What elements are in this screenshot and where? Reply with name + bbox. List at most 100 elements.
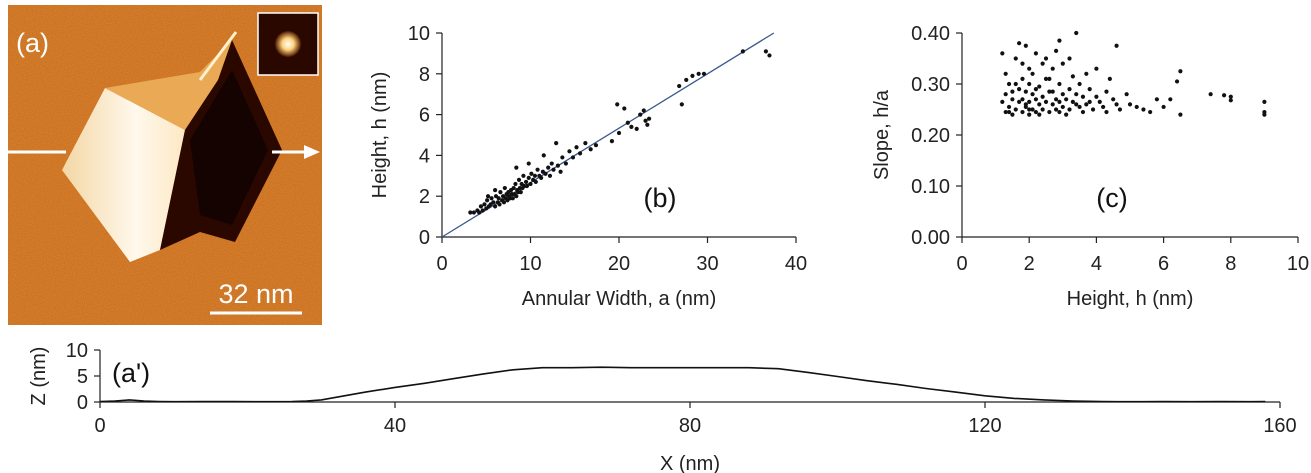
x-tick-label: 40 xyxy=(785,253,807,275)
data-point xyxy=(1084,102,1089,107)
data-point xyxy=(485,194,491,199)
data-point xyxy=(493,187,498,193)
data-point xyxy=(1037,102,1042,107)
data-point xyxy=(1087,87,1092,92)
data-point xyxy=(646,116,652,121)
data-point xyxy=(543,171,548,176)
data-point xyxy=(1033,87,1039,92)
data-point xyxy=(501,200,507,205)
data-point xyxy=(1067,56,1072,61)
y-tick-label: 0 xyxy=(77,392,88,414)
data-point xyxy=(1013,56,1018,61)
data-point xyxy=(1020,97,1025,102)
data-point xyxy=(1067,87,1072,92)
data-point xyxy=(1060,92,1065,97)
data-point xyxy=(677,83,682,89)
data-point xyxy=(477,210,482,215)
y-tick-label: 0.10 xyxy=(911,176,950,198)
data-point xyxy=(1017,41,1022,46)
data-point xyxy=(496,196,501,201)
y-tick-label: 8 xyxy=(419,64,430,86)
data-point xyxy=(1040,94,1045,99)
data-point xyxy=(570,155,576,160)
x-tick-label: 0 xyxy=(956,253,967,275)
data-point xyxy=(1047,76,1052,81)
data-point xyxy=(1017,87,1022,92)
data-point xyxy=(524,183,530,189)
data-point xyxy=(1033,109,1039,115)
panel-label: (a') xyxy=(112,358,150,388)
data-point xyxy=(560,155,565,160)
data-point xyxy=(1033,51,1039,56)
data-point xyxy=(684,77,689,83)
data-point xyxy=(1050,66,1055,71)
x-tick-label: 6 xyxy=(1158,253,1169,275)
data-point xyxy=(1023,89,1028,94)
x-tick-label: 40 xyxy=(384,415,406,437)
y-axis-label: Height, h (nm) xyxy=(369,72,391,199)
data-point xyxy=(526,161,531,166)
data-point xyxy=(529,171,534,176)
afm-light-facet xyxy=(62,88,185,262)
data-point xyxy=(516,177,522,182)
y-tick-label: 4 xyxy=(419,145,430,167)
data-point xyxy=(1027,81,1032,87)
data-point xyxy=(1084,71,1089,76)
data-point xyxy=(634,126,639,131)
data-point xyxy=(1053,107,1059,112)
data-point xyxy=(629,124,634,129)
data-point xyxy=(514,194,519,199)
data-point xyxy=(622,106,627,111)
data-point xyxy=(1043,76,1049,81)
data-point xyxy=(1023,102,1028,107)
data-point xyxy=(645,122,650,127)
afm-ridge-highlight xyxy=(198,31,238,81)
data-point xyxy=(1003,109,1008,115)
data-point xyxy=(567,149,572,154)
data-point xyxy=(1101,104,1106,110)
afm-medium-facet xyxy=(105,40,232,130)
data-point xyxy=(1000,51,1005,56)
data-point xyxy=(1047,89,1052,94)
data-point xyxy=(1030,71,1035,76)
data-point xyxy=(563,161,569,166)
data-point xyxy=(518,190,523,195)
data-point xyxy=(1057,109,1062,115)
data-point xyxy=(558,169,563,174)
data-point xyxy=(690,73,695,78)
y-axis-label: Z (nm) xyxy=(28,347,50,406)
data-point xyxy=(1060,104,1065,110)
data-point xyxy=(1003,71,1008,76)
y-tick-label: 5 xyxy=(77,366,88,388)
y-tick-label: 0.20 xyxy=(911,125,950,147)
data-point xyxy=(577,151,583,156)
data-point xyxy=(480,208,485,213)
x-tick-label: 30 xyxy=(696,253,718,275)
data-point xyxy=(641,108,646,113)
data-point xyxy=(1208,92,1213,97)
afm-image-panel: (a) 32 nm xyxy=(8,5,322,325)
data-point xyxy=(541,153,546,158)
data-point xyxy=(763,49,769,54)
data-point xyxy=(1043,56,1049,61)
data-point xyxy=(1037,84,1042,89)
y-tick-label: 0.30 xyxy=(911,74,950,96)
data-point xyxy=(1017,99,1022,104)
data-point xyxy=(1107,76,1112,81)
data-point xyxy=(549,161,554,166)
data-point xyxy=(497,202,502,207)
data-point xyxy=(1040,61,1045,66)
data-point xyxy=(1127,102,1133,107)
data-point xyxy=(1262,99,1267,104)
scale-bar-label: 32 nm xyxy=(218,279,293,309)
data-point xyxy=(1047,109,1052,115)
data-point xyxy=(1013,81,1018,87)
x-axis-label: Annular Width, a (nm) xyxy=(522,288,717,310)
x-tick-label: 80 xyxy=(679,415,701,437)
y-tick-label: 0.00 xyxy=(911,227,950,249)
data-point xyxy=(609,139,615,144)
data-point xyxy=(1178,112,1183,117)
data-point xyxy=(1030,92,1035,97)
data-point xyxy=(1074,102,1079,107)
x-axis-label: X (nm) xyxy=(660,453,720,473)
